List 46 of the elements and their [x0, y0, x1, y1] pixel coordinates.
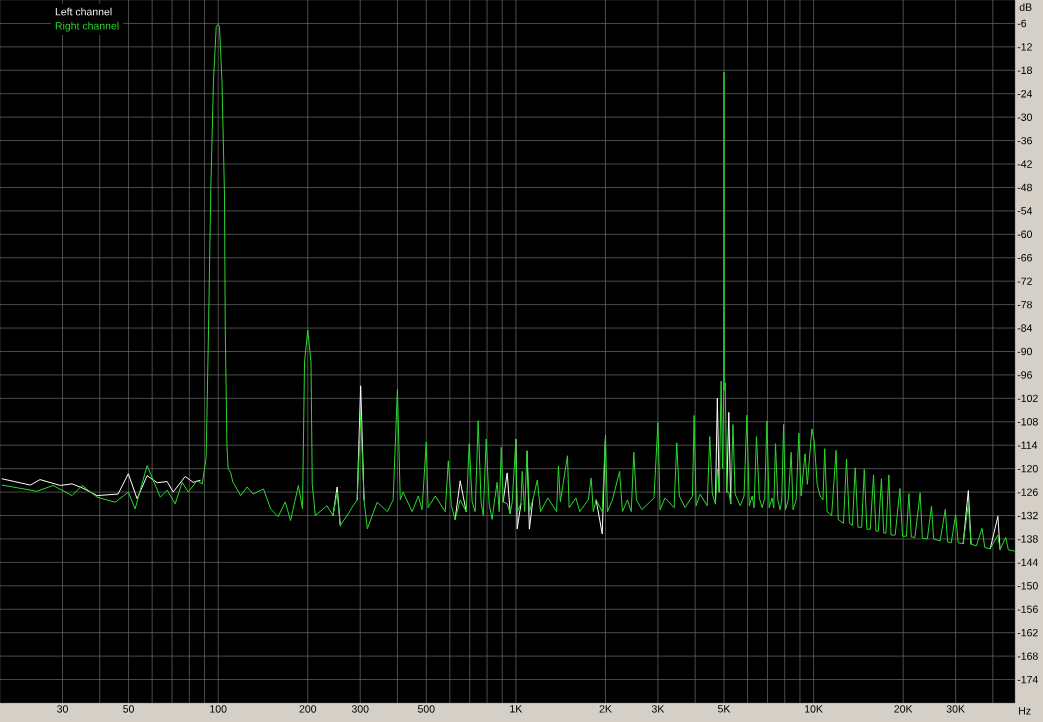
- y-tick-label: -18: [1017, 66, 1032, 75]
- x-tick-label: 300: [351, 705, 369, 713]
- x-tick-label: 500: [417, 705, 435, 713]
- x-tick-label: 100: [210, 705, 227, 713]
- x-tick-label: 10K: [805, 705, 823, 713]
- x-tick-label: 1K: [510, 705, 523, 713]
- x-tick-label: 20K: [894, 705, 913, 713]
- y-tick-label: -54: [1017, 207, 1033, 215]
- y-tick-label: -30: [1017, 113, 1032, 121]
- y-tick-label: -66: [1017, 254, 1032, 262]
- y-tick-label: -72: [1017, 277, 1032, 285]
- y-tick-label: -144: [1017, 558, 1038, 566]
- y-tick-label: -90: [1017, 347, 1032, 356]
- y-tick-label: -60: [1017, 230, 1032, 239]
- y-tick-label: -6: [1017, 19, 1027, 28]
- y-tick-label: -174: [1017, 675, 1038, 684]
- y-tick-label: -138: [1017, 535, 1038, 543]
- x-tick-label: 50: [123, 705, 134, 713]
- y-tick-label: -84: [1017, 324, 1033, 332]
- y-tick-label: -12: [1017, 43, 1032, 51]
- y-tick-label: -78: [1017, 300, 1032, 309]
- x-tick-label: 200: [299, 705, 317, 713]
- y-tick-label: -156: [1017, 605, 1038, 613]
- x-tick-label: 5K: [717, 705, 731, 713]
- y-tick-label: -24: [1017, 90, 1033, 98]
- y-tick-label: -96: [1017, 371, 1032, 379]
- y-tick-label: -48: [1017, 183, 1032, 192]
- y-tick-label: -162: [1017, 628, 1038, 637]
- y-tick-label: -132: [1017, 511, 1038, 520]
- y-tick-label: -150: [1017, 582, 1038, 590]
- x-tick-label: 30K: [946, 705, 965, 713]
- x-tick-label: 30: [57, 705, 68, 713]
- x-axis-title: Hz: [1019, 707, 1031, 715]
- text: Right channel: [55, 21, 119, 32]
- y-tick-label: -42: [1017, 160, 1032, 168]
- y-tick-label: -120: [1017, 464, 1038, 473]
- y-tick-label: -126: [1017, 488, 1038, 496]
- y-tick-label: -168: [1017, 652, 1038, 660]
- x-tick-label: 2K: [599, 705, 612, 713]
- text: Left channel: [55, 7, 112, 16]
- y-tick-label: -102: [1017, 394, 1038, 403]
- y-tick-label: -36: [1017, 136, 1032, 145]
- x-tick-label: 3K: [651, 705, 665, 713]
- y-tick-label: -114: [1017, 441, 1038, 449]
- y-axis-title: dB: [1019, 3, 1032, 11]
- y-tick-label: -108: [1017, 418, 1038, 426]
